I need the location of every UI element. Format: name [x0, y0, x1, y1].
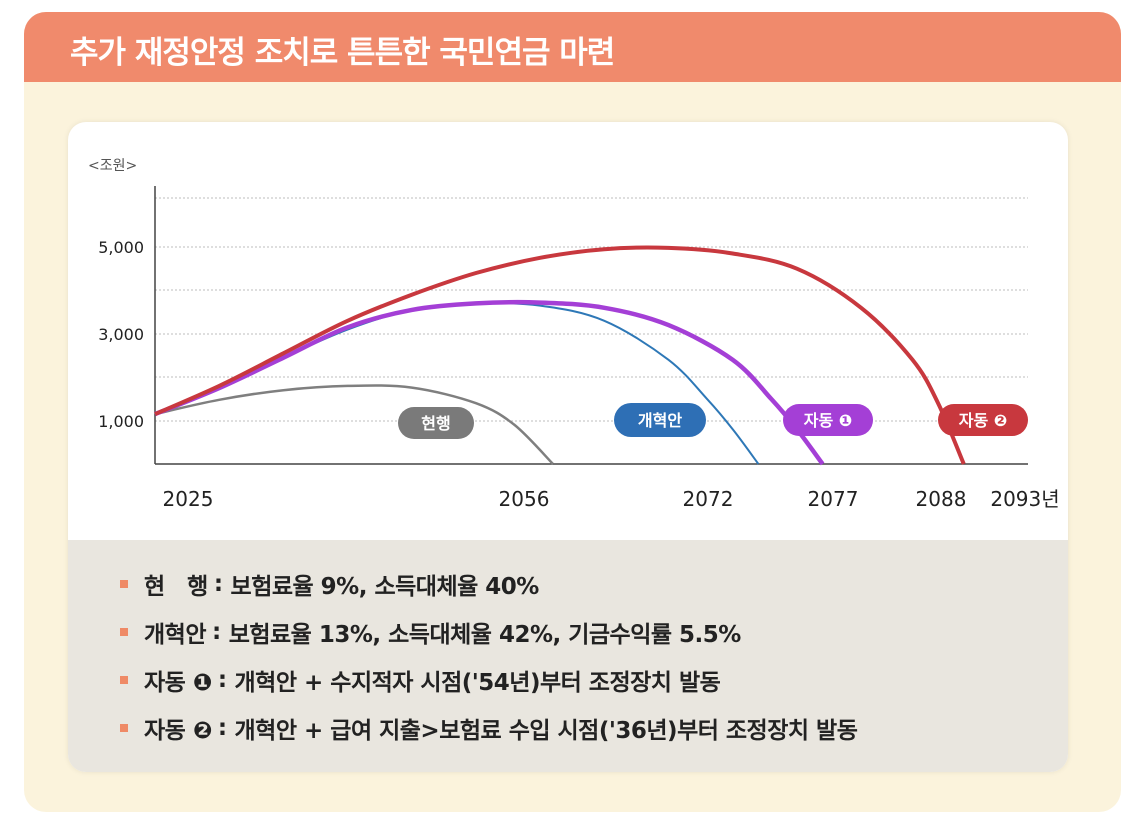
legend-item-current: 현 행 : 보험료율 9%, 소득대체율 40% [120, 564, 539, 604]
badge-shape [398, 407, 474, 439]
legend-desc: 보험료율 13%, 소득대체율 42%, 기금수익률 5.5% [228, 622, 742, 648]
square-bullet-icon [120, 724, 128, 732]
x-tick-label: 2077 [808, 487, 859, 511]
y-tick-label: 3,000 [98, 325, 144, 344]
badge-shape [783, 404, 873, 436]
badge-label: 현행 [421, 414, 450, 433]
infographic-panel: 추가 재정안정 조치로 튼튼한 국민연금 마련 <조원> 5,000 3,000… [24, 12, 1121, 812]
legend-item-auto2: 자동 ❷ : 개혁안 + 급여 지출>보험료 수입 시점('36년)부터 조정장… [120, 708, 858, 748]
legend-separator: : [211, 619, 221, 645]
legend-term: 현 행 [144, 574, 208, 600]
legend-separator: : [217, 667, 227, 693]
series-badge-auto1: 자동 ❶ [783, 404, 873, 436]
chart-card: <조원> 5,000 3,000 1,000 2025 2056 2072 20… [68, 122, 1068, 772]
x-tick-label: 2025 [163, 487, 214, 511]
x-tick-label: 2056 [499, 487, 550, 511]
x-tick-label: 2093년 [990, 487, 1059, 511]
header-bar: 추가 재정안정 조치로 튼튼한 국민연금 마련 [24, 12, 1121, 82]
legend-separator: : [217, 715, 227, 741]
x-tick-label: 2088 [916, 487, 967, 511]
badge-shape [614, 403, 706, 437]
badge-shape [938, 404, 1028, 436]
unit-label: <조원> [88, 158, 137, 174]
legend-desc: 개혁안 + 수지적자 시점('54년)부터 조정장치 발동 [234, 670, 721, 696]
legend-item-auto1: 자동 ❶ : 개혁안 + 수지적자 시점('54년)부터 조정장치 발동 [120, 660, 721, 700]
legend-term: 자동 ❷ [144, 718, 212, 744]
legend-item-reform: 개혁안 : 보험료율 13%, 소득대체율 42%, 기금수익률 5.5% [120, 612, 741, 652]
legend-desc: 보험료율 9%, 소득대체율 40% [230, 574, 540, 600]
legend-desc: 개혁안 + 급여 지출>보험료 수입 시점('36년)부터 조정장치 발동 [234, 718, 858, 744]
legend-box: 현 행 : 보험료율 9%, 소득대체율 40% 개혁안 : 보험료율 13%,… [68, 540, 1068, 772]
legend-separator: : [213, 571, 223, 597]
series-line-auto1 [154, 299, 825, 466]
series-line-current [154, 384, 554, 465]
y-tick-label: 1,000 [98, 412, 144, 431]
y-tick-label: 5,000 [98, 238, 144, 257]
square-bullet-icon [120, 580, 128, 588]
square-bullet-icon [120, 676, 128, 684]
series-line-auto2 [154, 245, 966, 465]
badge-label: 자동 ❷ [959, 411, 1008, 430]
page-title: 추가 재정안정 조치로 튼튼한 국민연금 마련 [70, 35, 615, 71]
series-badge-reform: 개혁안 [614, 403, 706, 437]
fund-chart: <조원> 5,000 3,000 1,000 2025 2056 2072 20… [88, 158, 1060, 511]
x-tick-label: 2072 [683, 487, 734, 511]
legend-term: 개혁안 [144, 622, 206, 648]
legend-term: 자동 ❶ [144, 670, 212, 696]
badge-label: 자동 ❶ [804, 411, 853, 430]
square-bullet-icon [120, 628, 128, 636]
series-badge-current: 현행 [398, 407, 474, 439]
badge-label: 개혁안 [638, 411, 682, 430]
series-badge-auto2: 자동 ❷ [938, 404, 1028, 436]
